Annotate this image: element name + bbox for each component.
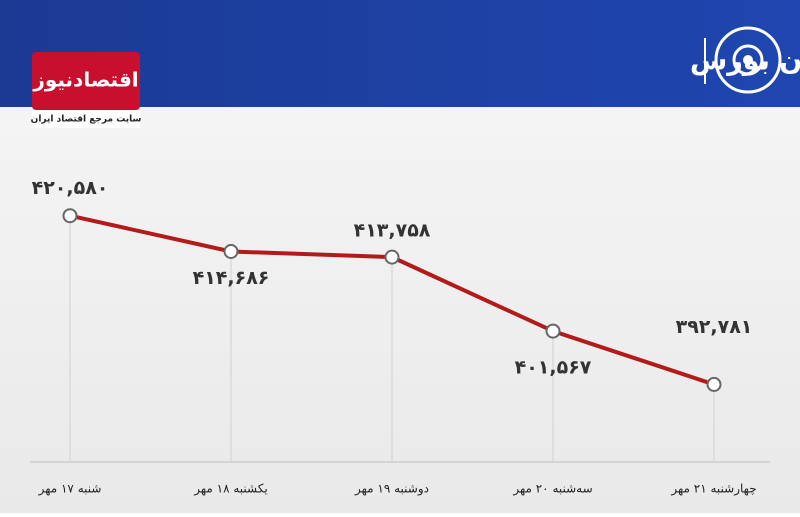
- logo-strip: [32, 110, 140, 128]
- logo-box: [32, 52, 140, 110]
- data-point: [545, 323, 561, 339]
- emblem: [714, 26, 782, 94]
- data-point: [384, 249, 400, 265]
- logo: اقتصادنیوز سایت مرجع اقتصاد ایران: [31, 52, 142, 128]
- logo-subtitle: سایت مرجع اقتصاد ایران: [31, 115, 142, 125]
- x-tick-label: یکشنبه ۱۸ مهر: [193, 482, 267, 497]
- value-label: ۴۱۳,۷۵۸: [354, 220, 431, 242]
- value-label: ۴۲۰,۵۸۰: [32, 177, 109, 199]
- emblem-ring: [714, 26, 782, 94]
- logo-title: اقتصادنیوز: [32, 68, 138, 92]
- x-tick-label: سه‌شنبه ۲۰ مهر: [512, 482, 592, 497]
- value-label: ۳۹۲,۷۸۱: [676, 316, 753, 338]
- x-tick-label: چهارشنبه ۲۱ مهر: [670, 482, 756, 497]
- data-point: [706, 376, 722, 392]
- chart-title: روند هفته شاخص هم وزن بورس: [690, 46, 800, 77]
- x-tick-label: شنبه ۱۷ مهر: [38, 482, 102, 497]
- value-label: ۴۱۴,۶۸۶: [193, 267, 270, 289]
- data-point: [223, 243, 239, 259]
- emblem-dot: [743, 55, 753, 65]
- data-point: [62, 208, 78, 224]
- value-label: ۴۰۱,۵۶۷: [515, 357, 592, 379]
- emblem-core: [732, 44, 764, 76]
- x-tick-label: دوشنبه ۱۹ مهر: [354, 482, 429, 497]
